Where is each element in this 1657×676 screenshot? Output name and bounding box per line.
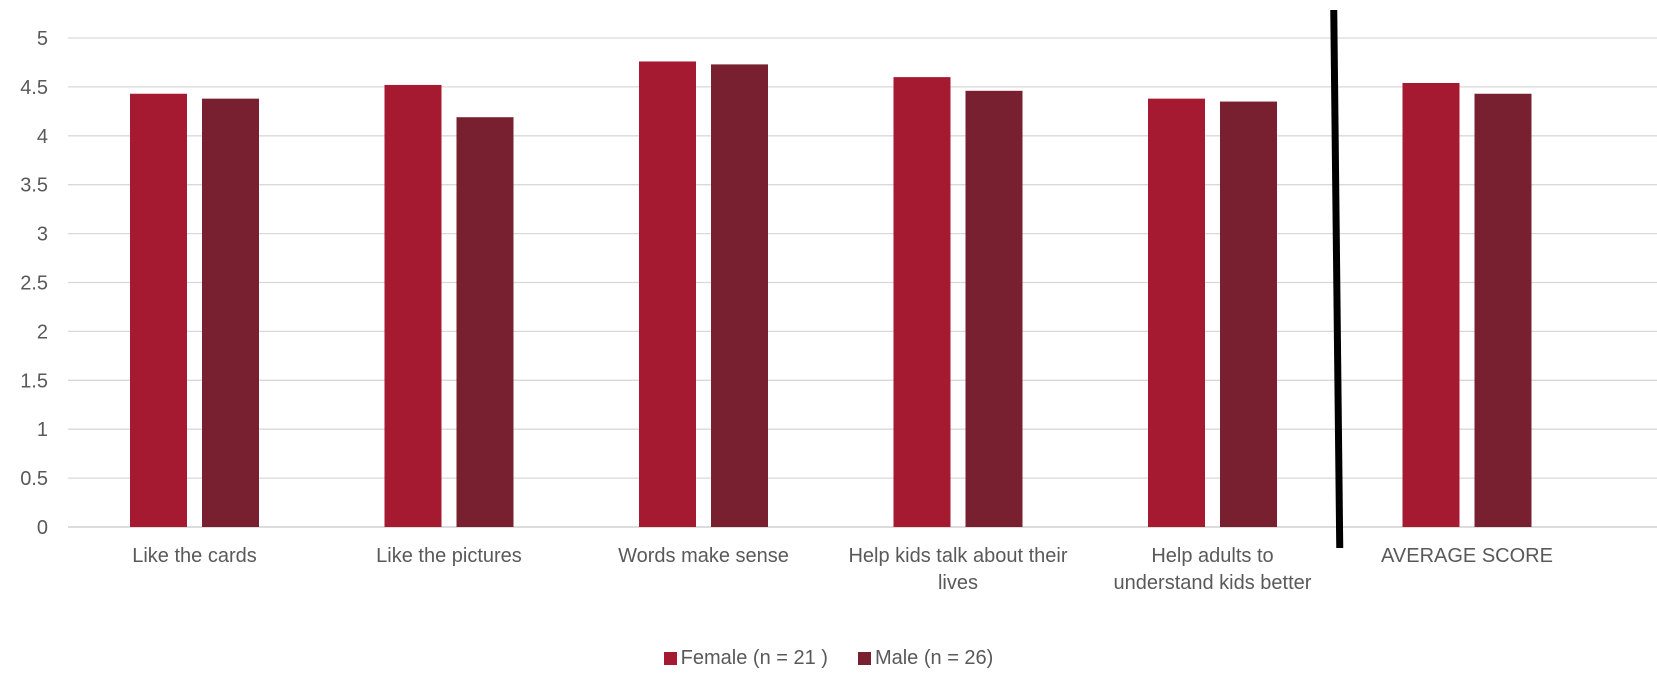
y-tick-label: 2.5 [20,273,48,295]
bar-male [965,90,1023,527]
y-tick-label: 0 [37,517,48,539]
y-tick-label: 5 [37,28,48,50]
separator-line [1330,9,1344,549]
x-category-label: understand kids better [1114,572,1312,594]
gridlines [68,37,1657,528]
bar-male [456,117,514,527]
x-category-label: Help kids talk about their [848,545,1067,567]
legend-item-female: Female (n = 21 ) [663,646,828,670]
x-category-label: Help adults to [1151,545,1273,567]
bar-male [202,98,259,528]
bar-chart: 00.511.522.533.544.55 Like the cards Like… [20,9,1657,594]
bar-female [384,84,442,527]
legend-label-male: Male (n = 26) [874,646,994,669]
x-category-label: Like the cards [132,545,257,567]
legend-swatch-female [663,651,677,665]
y-tick-label: 1 [37,419,48,441]
bar-male [1474,93,1532,527]
bar-female [639,61,696,528]
bar-female [1148,98,1205,528]
y-axis: 0 0.5 1 1.5 2 2.5 3 3.5 4 4.5 5 [20,28,48,539]
x-category-label: AVERAGE SCORE [1381,545,1553,567]
legend-swatch-male [857,651,871,665]
bar-female [130,93,187,527]
y-tick-label: 0.5 [20,468,48,490]
legend: Female (n = 21 ) Male (n = 26) [0,645,1657,671]
x-category-label: Like the pictures [376,545,522,567]
y-tick-label: 1.5 [20,370,48,392]
x-category-label: lives [938,572,978,594]
legend-item-male: Male (n = 26) [857,646,994,670]
y-tick-label: 4 [37,126,48,148]
legend-label-female: Female (n = 21 ) [680,646,828,669]
bars [130,61,1532,528]
bar-male [1220,101,1277,527]
y-tick-label: 4.5 [20,77,48,99]
y-tick-label: 2 [37,321,48,343]
y-tick-label: 3.5 [20,175,48,197]
bar-male [711,64,768,527]
x-axis: Like the cards Like the pictures Words mak… [132,545,1553,594]
x-category-label: Words make sense [618,545,789,567]
bar-female [893,77,951,528]
y-tick-label: 3 [37,224,48,246]
bar-female [1402,82,1460,527]
